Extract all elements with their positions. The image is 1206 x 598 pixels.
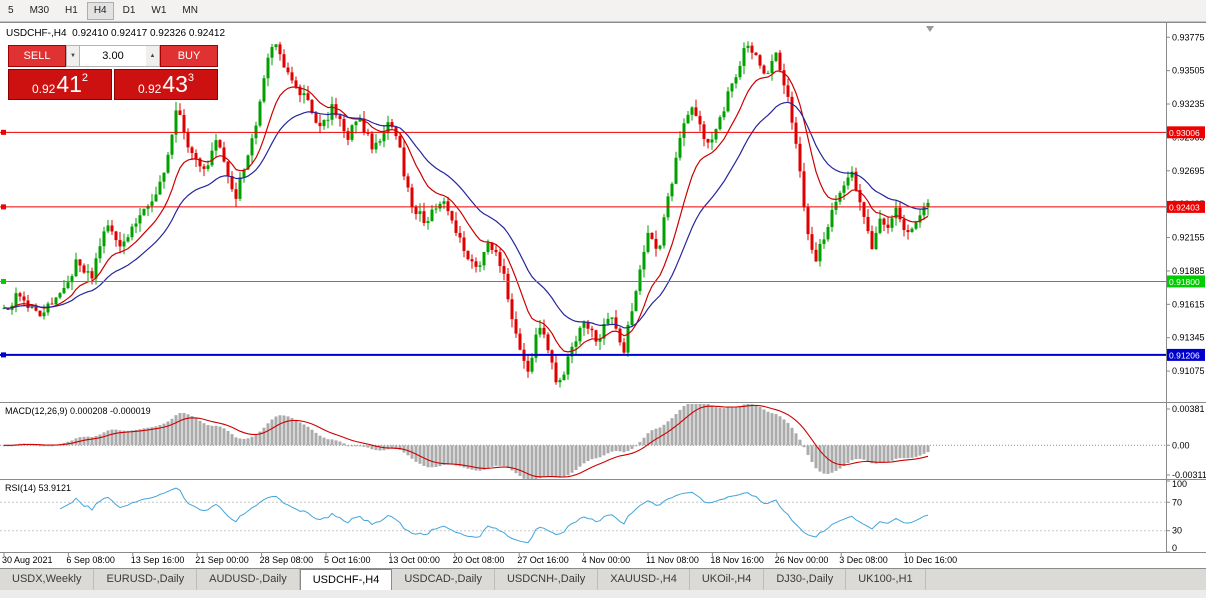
svg-text:6 Sep 08:00: 6 Sep 08:00 [66, 555, 115, 565]
svg-text:30: 30 [1172, 526, 1182, 536]
svg-text:0.00: 0.00 [1172, 440, 1190, 450]
svg-text:30 Aug 2021: 30 Aug 2021 [2, 555, 53, 565]
timeframe-button-m30[interactable]: M30 [29, 4, 50, 16]
timeframe-button-h4[interactable]: H4 [86, 1, 114, 20]
svg-text:0.93775: 0.93775 [1172, 32, 1205, 42]
svg-text:0.91206: 0.91206 [1169, 350, 1200, 360]
svg-text:0.92403: 0.92403 [1169, 202, 1200, 212]
svg-text:4 Nov 00:00: 4 Nov 00:00 [582, 555, 631, 565]
svg-text:13 Sep 16:00: 13 Sep 16:00 [131, 555, 185, 565]
volume-field[interactable]: 3.00 [80, 45, 146, 67]
svg-text:RSI(14) 53.9121: RSI(14) 53.9121 [5, 483, 71, 493]
chart-tab[interactable]: USDX,Weekly [0, 569, 95, 590]
chart-tabs-bar: USDX,Weekly EURUSD-,Daily AUDUSD-,Daily USD… [0, 568, 1206, 590]
svg-text:0.93505: 0.93505 [1172, 66, 1205, 76]
chart-canvas[interactable]: 0.937750.935050.932350.929650.926950.924… [0, 23, 1206, 569]
chart-tab[interactable]: XAUUSD-,H4 [598, 569, 690, 590]
timeframe-button-mn[interactable]: MN [182, 4, 198, 16]
chart-tab[interactable]: EURUSD-,Daily [94, 569, 198, 590]
buy-button[interactable]: BUY [160, 45, 218, 67]
svg-text:0.91615: 0.91615 [1172, 299, 1205, 309]
volume-decrease-button[interactable]: ▼ [66, 45, 80, 67]
timeframe-button-w1[interactable]: W1 [151, 4, 167, 16]
timeframe-button-d1[interactable]: D1 [122, 4, 136, 16]
svg-text:0: 0 [1172, 543, 1177, 553]
chart-tab[interactable]: USDCNH-,Daily [495, 569, 599, 590]
svg-text:26 Nov 00:00: 26 Nov 00:00 [775, 555, 829, 565]
chart-tab[interactable]: USDCAD-,Daily [392, 569, 495, 590]
sell-price-pips: 41 [56, 71, 82, 97]
svg-text:0.92155: 0.92155 [1172, 233, 1205, 243]
svg-text:3 Dec 08:00: 3 Dec 08:00 [839, 555, 888, 565]
chart-window: 0.937750.935050.932350.929650.926950.924… [0, 22, 1206, 568]
svg-text:-0.00311: -0.00311 [1172, 470, 1206, 480]
chart-tab[interactable]: UK100-,H1 [846, 569, 926, 590]
svg-text:11 Nov 08:00: 11 Nov 08:00 [646, 555, 699, 565]
svg-text:100: 100 [1172, 479, 1187, 489]
chart-tab[interactable]: UKOil-,H4 [690, 569, 765, 590]
sell-price-prefix: 0.92 [31, 82, 56, 96]
svg-text:0.91800: 0.91800 [1169, 277, 1200, 287]
svg-text:28 Sep 08:00: 28 Sep 08:00 [260, 555, 314, 565]
chart-symbol-header: USDCHF-,H4 0.92410 0.92417 0.92326 0.924… [6, 28, 226, 39]
chart-tab[interactable]: AUDUSD-,Daily [197, 569, 300, 590]
buy-price-prefix: 0.92 [137, 82, 162, 96]
chart-tab[interactable]: USDCHF-,H4 [299, 569, 393, 590]
timeframe-toolbar: 5 M30 H1 H4 D1 W1 MN [0, 0, 1206, 22]
svg-text:21 Sep 00:00: 21 Sep 00:00 [195, 555, 249, 565]
svg-text:0.91885: 0.91885 [1172, 266, 1205, 276]
one-click-trade-panel: SELL ▼ 3.00 ▲ BUY 0.92 41 2 0.92 43 3 [8, 45, 218, 100]
svg-text:10 Dec 16:00: 10 Dec 16:00 [904, 555, 958, 565]
svg-text:0.00381: 0.00381 [1172, 404, 1205, 414]
svg-text:70: 70 [1172, 497, 1182, 507]
buy-price-point: 3 [187, 72, 195, 84]
sell-price-point: 2 [81, 72, 89, 84]
svg-text:27 Oct 16:00: 27 Oct 16:00 [517, 555, 569, 565]
sell-quote-box[interactable]: 0.92 41 2 [8, 69, 112, 100]
svg-text:0.93006: 0.93006 [1169, 128, 1200, 138]
svg-text:5 Oct 16:00: 5 Oct 16:00 [324, 555, 371, 565]
svg-text:MACD(12,26,9) 0.000208 -0.0000: MACD(12,26,9) 0.000208 -0.000019 [5, 406, 151, 416]
svg-text:20 Oct 08:00: 20 Oct 08:00 [453, 555, 505, 565]
svg-text:0.91075: 0.91075 [1172, 366, 1205, 376]
buy-quote-box[interactable]: 0.92 43 3 [114, 69, 218, 100]
svg-text:18 Nov 16:00: 18 Nov 16:00 [710, 555, 764, 565]
timeframe-button-5[interactable]: 5 [8, 4, 14, 16]
chart-tab[interactable]: DJ30-,Daily [764, 569, 847, 590]
svg-text:0.91345: 0.91345 [1172, 333, 1205, 343]
svg-text:0.93235: 0.93235 [1172, 99, 1205, 109]
svg-text:0.92695: 0.92695 [1172, 166, 1205, 176]
volume-increase-button[interactable]: ▲ [146, 45, 160, 67]
svg-text:13 Oct 00:00: 13 Oct 00:00 [388, 555, 440, 565]
sell-button[interactable]: SELL [8, 45, 66, 67]
buy-price-pips: 43 [162, 71, 188, 97]
timeframe-button-h1[interactable]: H1 [65, 4, 78, 16]
